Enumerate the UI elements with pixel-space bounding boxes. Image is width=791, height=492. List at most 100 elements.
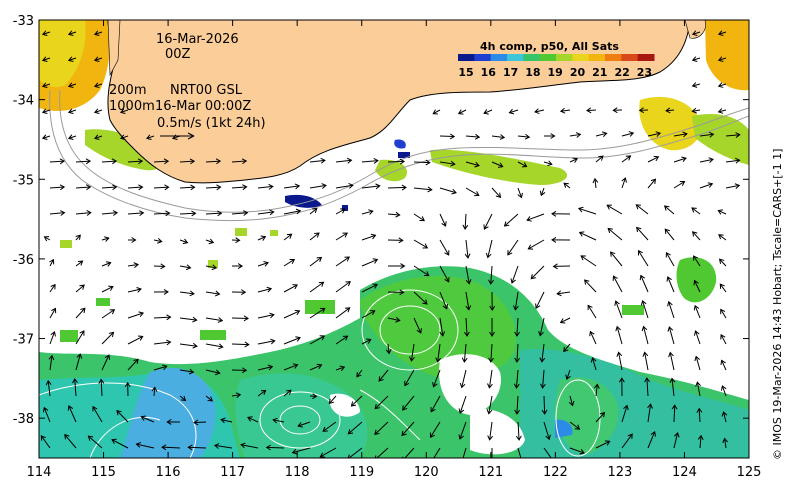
current-vector-head — [539, 357, 546, 363]
current-vector — [718, 210, 727, 215]
current-vector-head — [650, 178, 657, 184]
current-vector-head — [551, 236, 557, 243]
current-vector-head — [551, 210, 557, 217]
current-vector-head — [339, 365, 346, 372]
current-vector — [607, 228, 623, 241]
current-vector — [42, 31, 51, 35]
legend-swatch — [507, 54, 524, 61]
current-vector-head — [572, 157, 579, 163]
current-vector-head — [292, 284, 298, 290]
current-vector-head — [695, 381, 701, 387]
current-vector-head — [45, 379, 52, 386]
current-vector — [718, 109, 727, 113]
current-vector-head — [395, 211, 401, 218]
current-vector — [560, 317, 571, 323]
current-vector-head — [108, 285, 114, 291]
current-vector-head — [404, 380, 410, 387]
current-vector — [361, 234, 376, 241]
current-vector-head — [589, 330, 595, 337]
current-vector — [42, 109, 51, 113]
current-vector — [671, 378, 675, 397]
current-vector-head — [457, 109, 464, 115]
current-vector-head — [650, 430, 656, 437]
legend-ticks: 15 16 17 18 19 20 21 22 23 — [458, 66, 652, 79]
current-vector — [718, 31, 727, 35]
current-vector-head — [67, 108, 74, 114]
current-vector — [179, 291, 195, 295]
current-vector-head — [385, 348, 392, 355]
current-vector-head — [614, 300, 620, 306]
current-vector-head — [217, 210, 223, 217]
current-vector — [43, 407, 51, 423]
current-vector — [587, 305, 597, 319]
current-vector — [94, 31, 103, 35]
current-vector — [127, 288, 142, 293]
current-vector — [595, 412, 605, 423]
current-vector-head — [459, 382, 466, 389]
current-vector-head — [517, 192, 523, 199]
current-vector-head — [41, 56, 48, 62]
current-vector-head — [48, 354, 55, 361]
current-vector — [465, 239, 469, 258]
current-vector — [101, 237, 109, 241]
current-vector-head — [681, 156, 687, 163]
current-vector-head — [530, 274, 536, 280]
current-vector — [517, 135, 530, 138]
current-vector-head — [641, 325, 648, 332]
current-vector-head — [237, 263, 244, 269]
current-vector — [719, 283, 727, 293]
current-vector-head — [350, 401, 357, 407]
current-vector-head — [79, 330, 85, 336]
current-vector-head — [49, 258, 55, 265]
current-vector — [257, 185, 273, 189]
current-vector — [205, 160, 221, 163]
credit-text: © IMOS 19-Mar-2026 14:43 Hobart; Tscale=… — [771, 149, 784, 460]
current-vector-head — [244, 341, 250, 348]
current-vector — [309, 281, 324, 293]
current-vector — [594, 178, 597, 189]
current-vector — [283, 310, 300, 319]
current-vector — [309, 232, 320, 241]
lat-tick-label: -37 — [13, 333, 34, 348]
current-vector-head — [137, 158, 144, 165]
lat-tick-label: -33 — [13, 14, 34, 29]
current-vector — [47, 380, 51, 397]
color-legend — [458, 54, 655, 61]
current-vector-head — [514, 331, 521, 337]
lon-tick-label: 121 — [478, 465, 503, 480]
current-vector — [68, 109, 77, 113]
current-vector — [153, 341, 171, 345]
current-vector-head — [347, 454, 350, 458]
current-vector-head — [216, 184, 222, 191]
current-vector-head — [547, 160, 553, 167]
current-vector — [516, 317, 519, 336]
current-vector-head — [515, 435, 522, 441]
current-vector — [322, 421, 337, 432]
legend-tick-label: 15 — [458, 66, 473, 79]
current-vector — [94, 83, 103, 87]
current-vector-head — [321, 183, 327, 189]
current-vector — [691, 207, 701, 215]
legend-tick-label: 21 — [592, 66, 607, 79]
current-vector — [516, 395, 519, 414]
current-vector-head — [451, 188, 457, 195]
legend-tick-label: 16 — [481, 66, 497, 79]
current-vector — [668, 301, 675, 319]
current-vector — [361, 185, 380, 189]
current-vector — [439, 161, 455, 165]
current-vector-head — [673, 432, 680, 438]
current-vector — [491, 161, 503, 168]
current-vector — [75, 160, 91, 163]
current-vector — [88, 435, 103, 449]
current-vector-head — [510, 278, 516, 284]
current-vector-head — [398, 237, 404, 244]
current-vector — [642, 300, 649, 319]
current-vector — [361, 283, 378, 293]
current-vector-head — [137, 335, 144, 341]
current-vector — [94, 135, 103, 139]
current-vector — [153, 387, 156, 397]
current-vector — [490, 343, 493, 362]
current-vector-head — [495, 192, 502, 199]
current-vector-head — [43, 236, 50, 242]
current-vector-head — [138, 311, 145, 317]
